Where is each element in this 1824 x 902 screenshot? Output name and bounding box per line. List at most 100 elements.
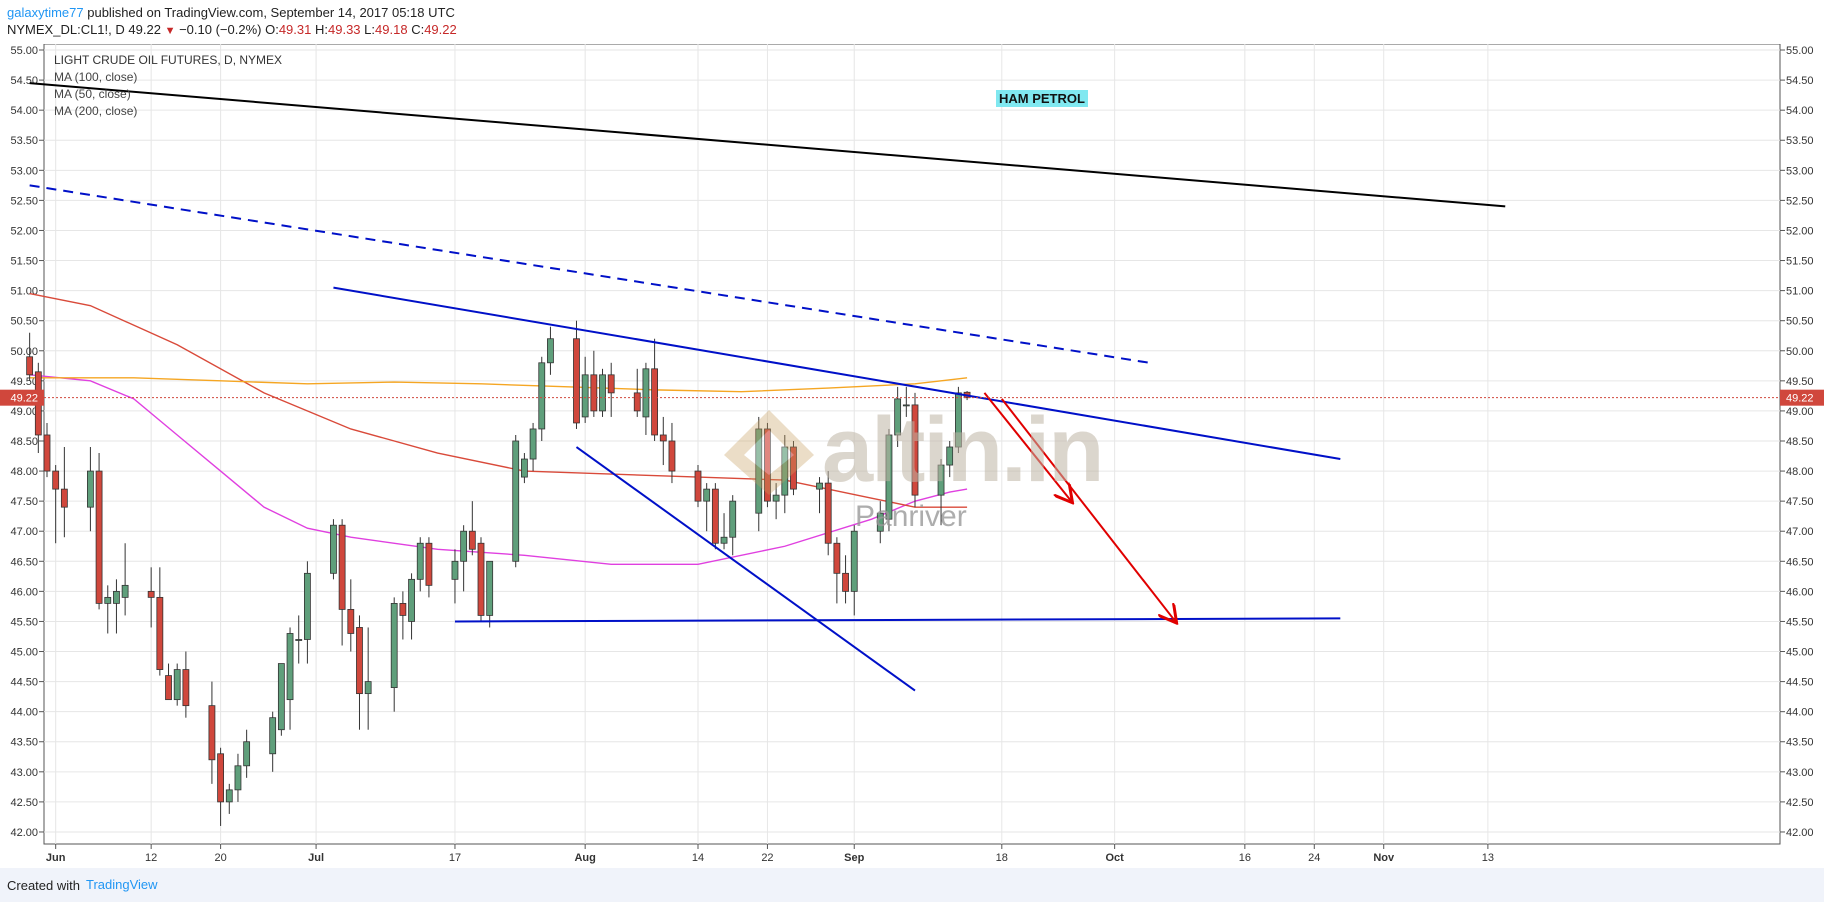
- candle: [607, 362, 615, 417]
- candle: [399, 591, 407, 640]
- close-value: 49.22: [424, 22, 457, 37]
- x-tick-label: Oct: [1105, 852, 1124, 864]
- y-tick-label-left: 48.00: [10, 466, 38, 478]
- x-tick-label: 16: [1239, 852, 1251, 864]
- candle-body: [408, 578, 415, 622]
- candle-body: [104, 596, 112, 604]
- candle: [43, 422, 51, 478]
- y-tick-label-left: 43.50: [10, 737, 38, 749]
- open-value: 49.31: [278, 22, 312, 37]
- y-tick-label-left: 49.00: [10, 406, 38, 418]
- candle-body: [303, 572, 311, 640]
- y-tick-label-right: 45.50: [1786, 616, 1814, 628]
- tradingview-link[interactable]: TradingView: [86, 877, 158, 892]
- candle-body: [295, 639, 303, 641]
- candle-body: [460, 530, 468, 562]
- x-tick-label: 14: [692, 852, 704, 864]
- candle-body: [451, 560, 459, 580]
- candle: [338, 519, 346, 646]
- candle-body: [937, 464, 945, 496]
- candle: [347, 579, 355, 652]
- candle: [356, 615, 363, 730]
- candle-body: [26, 356, 34, 376]
- y-tick-label-left: 50.50: [10, 316, 38, 328]
- candle: [104, 585, 112, 634]
- y-tick-label-right: 51.50: [1786, 256, 1814, 268]
- candle: [182, 651, 190, 718]
- candle: [390, 597, 398, 712]
- candle-body: [356, 627, 363, 695]
- candle-body: [95, 470, 103, 604]
- x-tick-label: Jun: [46, 852, 66, 864]
- candle-body: [833, 542, 841, 574]
- candle: [60, 447, 68, 538]
- y-tick-label-right: 48.00: [1786, 466, 1814, 478]
- author-link[interactable]: galaxytime77: [7, 5, 84, 20]
- candle-body: [946, 446, 954, 466]
- candle: [416, 537, 424, 592]
- y-tick-label-right: 53.50: [1786, 135, 1814, 147]
- legend-ma50[interactable]: MA (50, close): [54, 87, 131, 101]
- candle: [26, 332, 34, 381]
- close-label: C:: [411, 22, 425, 37]
- y-tick-label-right: 51.00: [1786, 286, 1814, 298]
- publish-line: galaxytime77 published on TradingView.co…: [7, 5, 455, 20]
- y-tick-label-left: 52.00: [10, 225, 38, 237]
- y-tick-label-left: 53.00: [10, 165, 38, 177]
- candle-body: [651, 368, 658, 436]
- candle: [364, 627, 372, 730]
- ma100-line: [29, 377, 968, 393]
- x-tick-label: 18: [996, 852, 1008, 864]
- publish-info: published on TradingView.com, September …: [87, 5, 455, 20]
- candle: [547, 326, 554, 375]
- candle: [286, 627, 294, 730]
- candle: [121, 543, 129, 616]
- candle-body: [711, 488, 719, 544]
- candle: [842, 555, 849, 604]
- candle-body: [165, 675, 172, 701]
- legend-ma200[interactable]: MA (200, close): [54, 104, 138, 118]
- candle: [937, 459, 945, 526]
- candle-body: [416, 542, 424, 580]
- y-tick-label-left: 47.00: [10, 526, 38, 538]
- candle-body: [512, 440, 520, 562]
- y-tick-label-left: 46.50: [10, 556, 38, 568]
- candle: [885, 428, 893, 532]
- candle: [729, 495, 737, 556]
- candle-body: [642, 368, 650, 418]
- candle: [408, 573, 415, 640]
- candle-body: [43, 434, 51, 472]
- candle: [659, 416, 667, 466]
- trendline: [575, 446, 916, 692]
- candle: [902, 386, 910, 417]
- chart-header: galaxytime77 published on TradingView.co…: [0, 0, 1824, 44]
- y-tick-label-left: 46.00: [10, 586, 38, 598]
- candle: [668, 422, 676, 484]
- candle-body: [720, 536, 728, 544]
- candle-body: [755, 428, 763, 514]
- y-tick-label-right: 52.50: [1786, 195, 1814, 207]
- legend-ma100[interactable]: MA (100, close): [54, 70, 138, 84]
- candle-body: [764, 428, 771, 502]
- y-tick-label-right: 47.00: [1786, 526, 1814, 538]
- candle: [894, 386, 902, 448]
- x-tick-label: Aug: [574, 852, 595, 864]
- y-tick-label-left: 45.50: [10, 616, 38, 628]
- x-tick-label: Jul: [308, 852, 324, 864]
- candle-body: [538, 362, 546, 430]
- candle-body: [364, 681, 372, 695]
- candle: [147, 567, 155, 628]
- candle: [529, 422, 537, 472]
- price-chart[interactable]: 55.00 55.00 54.50 54.50 54.00 54.00 53.50 53.50…: [0, 44, 1824, 868]
- watermark-sub: Panriver: [855, 500, 967, 533]
- y-tick-label-right: 54.00: [1786, 105, 1814, 117]
- y-tick-label-left: 45.00: [10, 647, 38, 659]
- candle-body: [581, 374, 589, 418]
- candle: [52, 465, 60, 544]
- candle-body: [547, 338, 554, 364]
- candle-body: [330, 524, 337, 574]
- candle-body: [816, 482, 823, 490]
- candle-body: [243, 741, 251, 767]
- candle: [955, 386, 962, 454]
- y-tick-label-right: 45.00: [1786, 647, 1814, 659]
